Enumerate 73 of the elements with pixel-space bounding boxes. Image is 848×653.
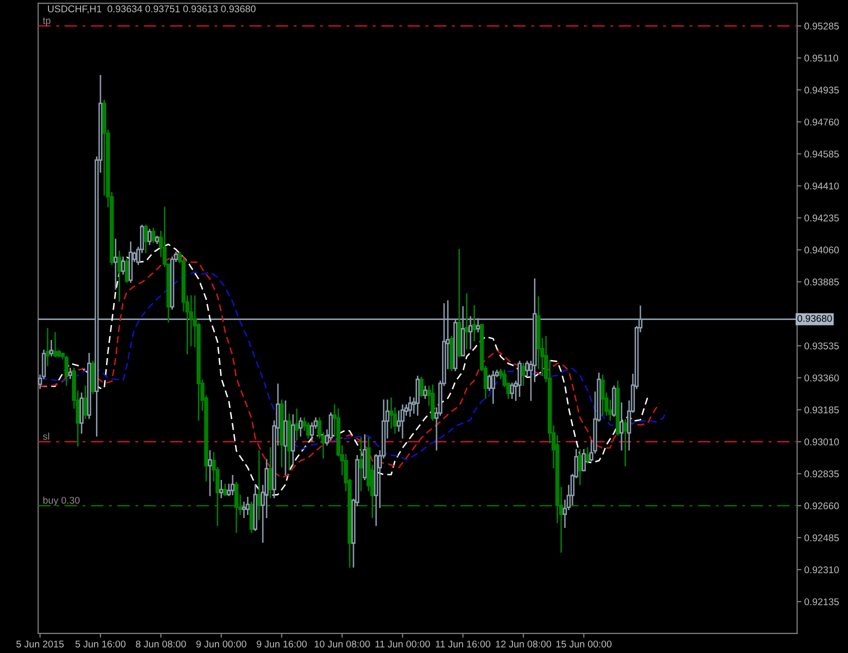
- y-tick-label: 0.93535: [804, 342, 839, 350]
- candlestick: [491, 370, 496, 404]
- candlestick: [121, 256, 126, 275]
- y-tick-label: 0.92310: [804, 566, 839, 574]
- candlestick: [578, 449, 582, 486]
- candlestick: [234, 482, 238, 533]
- x-tick-label: 5 Jun 16:00: [75, 640, 126, 648]
- y-tick-label: 0.92660: [804, 502, 839, 510]
- y-tick-label: 0.92485: [804, 534, 839, 542]
- candlestick: [144, 224, 148, 254]
- candlestick: [416, 376, 420, 416]
- y-tick-label: 0.92135: [804, 598, 839, 606]
- x-tick-label: 8 Jun 08:00: [136, 640, 186, 648]
- y-tick-label: 0.95285: [804, 22, 839, 30]
- candlestick: [49, 340, 54, 356]
- x-tick-label: 10 Jun 08:00: [314, 640, 370, 648]
- x-tick-label: 9 Jun 00:00: [196, 640, 246, 648]
- candlestick: [242, 502, 246, 518]
- candlestick: [68, 368, 72, 379]
- y-tick-label: 0.94235: [804, 214, 839, 222]
- candlestick: [423, 386, 428, 399]
- candlestick: [246, 496, 250, 515]
- candlestick: [257, 450, 262, 520]
- y-tick-label: 0.94060: [804, 246, 839, 254]
- y-tick-label: 0.94935: [804, 86, 839, 94]
- line-series: [39, 271, 668, 460]
- candlestick: [117, 250, 122, 302]
- y-tick-label: 0.94410: [804, 182, 839, 190]
- x-tick-label: 9 Jun 16:00: [256, 640, 307, 648]
- candlestick: [230, 474, 235, 496]
- candlestick: [464, 293, 469, 350]
- candlestick: [298, 417, 303, 437]
- chart-title: USDCHF,H1 0.93634 0.93751 0.93613 0.93680: [48, 5, 256, 14]
- candlestick: [582, 449, 586, 472]
- candlestick: [400, 404, 405, 439]
- candlestick: [510, 382, 514, 399]
- x-tick-label: 11 Jun 16:00: [436, 640, 490, 648]
- y-tick-label: 0.93885: [804, 278, 839, 286]
- candlestick: [518, 360, 522, 397]
- ref-line-label: buy 0.30: [43, 496, 80, 506]
- candlestick: [472, 305, 476, 342]
- y-tick-label: 0.95110: [804, 54, 838, 62]
- ref-line-label: 0.93680: [798, 314, 832, 322]
- ref-line-label: sl: [42, 432, 50, 440]
- y-tick-label: 0.93185: [804, 406, 839, 414]
- x-tick-label: 15 Jun 00:00: [556, 640, 612, 648]
- candlestick: [53, 332, 58, 358]
- candlestick: [419, 376, 424, 397]
- candlestick: [151, 228, 156, 244]
- candlestick: [208, 450, 212, 496]
- candlestick: [600, 374, 605, 416]
- candlestick: [408, 396, 412, 417]
- candlestick: [586, 447, 590, 464]
- candlestick: [294, 408, 299, 441]
- candlestick: [46, 328, 50, 366]
- x-tick-label: 11 Jun 00:00: [376, 640, 430, 648]
- y-tick-label: 0.93360: [804, 374, 839, 382]
- candlestick: [620, 402, 624, 450]
- candlestick: [114, 238, 118, 290]
- y-tick-label: 0.92835: [804, 470, 839, 478]
- candlestick: [358, 437, 364, 492]
- x-tick-label: 12 Jun 08:00: [496, 640, 552, 648]
- y-tick-label: 0.94585: [804, 150, 839, 158]
- candlestick: [521, 362, 526, 386]
- candlestick: [148, 228, 152, 246]
- y-tick-label: 0.93010: [804, 438, 839, 446]
- candlestick: [223, 484, 228, 496]
- y-tick-label: 0.94760: [804, 118, 839, 126]
- candlestick: [268, 447, 272, 498]
- ref-line-label: tp: [42, 18, 50, 26]
- candlestick: [64, 356, 68, 386]
- candlestick: [219, 480, 224, 498]
- x-tick-label: 5 Jun 2015: [16, 640, 64, 648]
